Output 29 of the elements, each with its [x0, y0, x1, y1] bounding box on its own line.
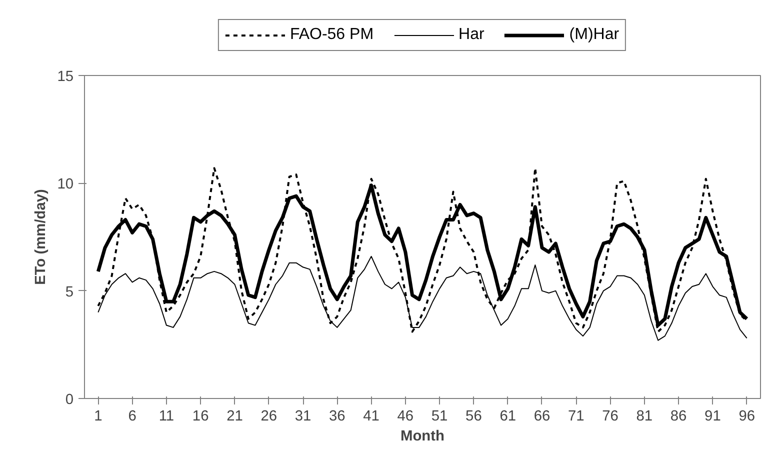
- x-tick-label: 41: [363, 408, 380, 424]
- y-tick-label: 5: [65, 284, 74, 300]
- x-tick-label: 16: [192, 408, 209, 424]
- x-tick-label: 21: [226, 408, 243, 424]
- x-tick-label: 91: [704, 408, 721, 424]
- x-tick-label: 76: [602, 408, 618, 424]
- y-tick-label: 10: [57, 176, 74, 193]
- x-tick-label: 51: [431, 408, 448, 424]
- legend-label: FAO-56 PM: [290, 26, 374, 44]
- x-tick-label: 86: [670, 408, 687, 424]
- x-tick-label: 71: [568, 408, 584, 424]
- x-tick-label: 26: [260, 408, 278, 424]
- x-tick-label: 61: [500, 408, 516, 424]
- x-tick-label: 31: [294, 408, 312, 424]
- x-axis-title: Month: [400, 428, 445, 444]
- x-tick-label: 1: [94, 408, 102, 424]
- x-tick-label: 81: [636, 408, 653, 424]
- y-tick-label: 15: [57, 69, 74, 85]
- x-tick-label: 6: [128, 408, 136, 424]
- x-tick-label: 56: [466, 408, 482, 424]
- x-tick-label: 11: [158, 408, 174, 424]
- x-tick-label: 96: [738, 408, 756, 424]
- x-tick-label: 66: [534, 408, 550, 424]
- x-tick-label: 46: [397, 408, 414, 424]
- legend-label: Har: [458, 26, 484, 44]
- legend-label: (M)Har: [569, 26, 620, 44]
- x-tick-label: 36: [328, 408, 346, 424]
- y-tick-label: 0: [65, 392, 74, 408]
- y-axis-title: ETo (mm/day): [33, 188, 50, 285]
